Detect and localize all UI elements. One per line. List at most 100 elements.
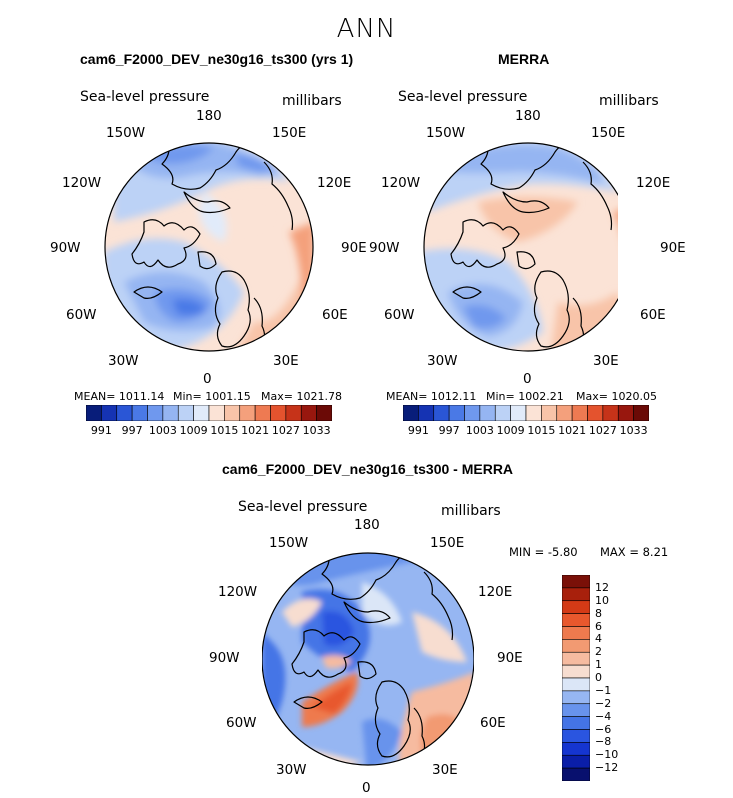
panel-2-lon-150w: 150W [426,125,466,141]
colorbar-swatch [224,405,241,421]
colorbar-tick-label: −4 [595,709,612,723]
colorbar-swatch [562,716,590,730]
colorbar-tick-label: 6 [595,619,602,633]
colorbar-swatch [162,405,179,421]
panel-1-title: cam6_F2000_DEV_ne30g16_ts300 (yrs 1) [80,51,354,67]
panel-3-lon-150w: 150W [269,535,309,551]
colorbar-swatch [300,405,317,421]
colorbar-swatch [562,742,590,756]
panel-2-lon-150e: 150E [591,125,626,141]
colorbar-swatch [494,405,511,421]
panel-3-min: MIN = -5.80 [509,545,578,559]
panel-2-lon-60e: 60E [640,307,666,323]
panel-2-lon-90e: 90E [660,240,686,256]
colorbar-swatch [562,613,590,627]
panel-2-lon-180: 180 [515,108,541,124]
panel-1-colorbar [86,405,332,421]
colorbar-tick-label: 1033 [619,424,648,437]
panel-2-lon-90w: 90W [369,240,400,256]
panel-3-map [262,552,474,766]
colorbar-swatch [403,405,419,421]
panel-3-lon-30e: 30E [432,762,458,778]
colorbar-swatch [147,405,164,421]
panel-3-lon-90w: 90W [209,650,240,666]
panel-2-field [424,143,618,351]
panel-1-map-frame [104,142,314,352]
colorbar-tick-label: 12 [595,580,609,594]
panel-2-min: Min= 1002.21 [486,390,564,403]
panel-1-lon-90e: 90E [341,240,367,256]
colorbar-tick-label: 1027 [271,424,300,437]
panel-1-max: Max= 1021.78 [261,390,342,403]
panel-3-lon-120e: 120E [478,584,513,600]
panel-3-units-label: millibars [441,503,501,519]
colorbar-swatch [177,405,194,421]
panel-1-min: Min= 1001.15 [173,390,251,403]
colorbar-tick-label: −12 [595,761,619,775]
colorbar-swatch [418,405,435,421]
colorbar-swatch [285,405,302,421]
colorbar-tick-label: −8 [595,735,612,749]
colorbar-tick-label: 1021 [558,424,587,437]
panel-3-colorbar-ticks: 12 10 8 6 4 2 1 0 −1 −2 −4 −6 −8 −10 −12 [593,575,633,781]
panel-3-max: MAX = 8.21 [600,545,669,559]
panel-3-colorbar [562,575,590,781]
panel-1-colorbar-ticks: 991 997 1003 1009 1015 1021 1027 1033 [66,424,352,440]
panel-3-lon-90e: 90E [497,650,523,666]
colorbar-swatch [479,405,496,421]
colorbar-swatch [86,405,102,421]
panel-2-lon-60w: 60W [384,307,415,323]
panel-3-field [262,553,474,765]
colorbar-swatch [633,405,649,421]
colorbar-swatch [270,405,287,421]
panel-1-map [104,142,314,352]
panel-3-variable-label: Sea-level pressure [238,499,368,515]
colorbar-tick-label: 4 [595,632,602,646]
colorbar-tick-label: 991 [407,424,429,437]
panel-1-lon-90w: 90W [50,240,81,256]
colorbar-tick-label: −2 [595,696,612,710]
panel-1-variable-label: Sea-level pressure [80,89,210,105]
panel-2-lon-120w: 120W [381,175,421,191]
colorbar-swatch [562,575,590,589]
colorbar-swatch [562,703,590,717]
colorbar-tick-label: −6 [595,722,612,736]
colorbar-tick-label: 1021 [241,424,270,437]
panel-1-lon-0: 0 [203,371,212,387]
colorbar-swatch [602,405,619,421]
colorbar-tick-label: 1009 [179,424,208,437]
colorbar-swatch [562,639,590,653]
colorbar-swatch [562,626,590,640]
colorbar-tick-label: 10 [595,593,609,607]
colorbar-swatch [562,690,590,705]
panel-1-lon-60e: 60E [322,307,348,323]
colorbar-tick-label: −1 [595,683,612,697]
panel-1-mean: MEAN= 1011.14 [74,390,165,403]
panel-3-title: cam6_F2000_DEV_ne30g16_ts300 - MERRA [222,461,514,477]
panel-1-lon-150w: 150W [106,125,146,141]
colorbar-swatch [617,405,634,421]
panel-2-map-frame [423,142,618,352]
panel-3-lon-120w: 120W [218,584,258,600]
colorbar-tick-label: 997 [121,424,143,437]
colorbar-swatch [562,754,590,769]
colorbar-tick-label: −10 [595,748,619,762]
colorbar-tick-label: 1015 [210,424,239,437]
panel-3-lon-60w: 60W [226,715,257,731]
panel-2-title: MERRA [498,51,550,67]
colorbar-tick-label: 1003 [148,424,177,437]
panel-2-lon-0: 0 [523,371,532,387]
colorbar-tick-label: 991 [90,424,112,437]
colorbar-swatch [101,405,118,421]
colorbar-tick-label: 2 [595,645,602,659]
colorbar-swatch [116,405,133,421]
colorbar-tick-label: 0 [595,671,602,684]
panel-1-units-label: millibars [282,93,342,109]
colorbar-tick-label: 1033 [302,424,331,437]
panel-3-map-frame [262,552,474,766]
colorbar-swatch [316,405,332,421]
colorbar-swatch [562,651,590,666]
panel-1-lon-60w: 60W [66,307,97,323]
colorbar-tick-label: 1003 [465,424,494,437]
figure-title: ANN [336,14,397,44]
